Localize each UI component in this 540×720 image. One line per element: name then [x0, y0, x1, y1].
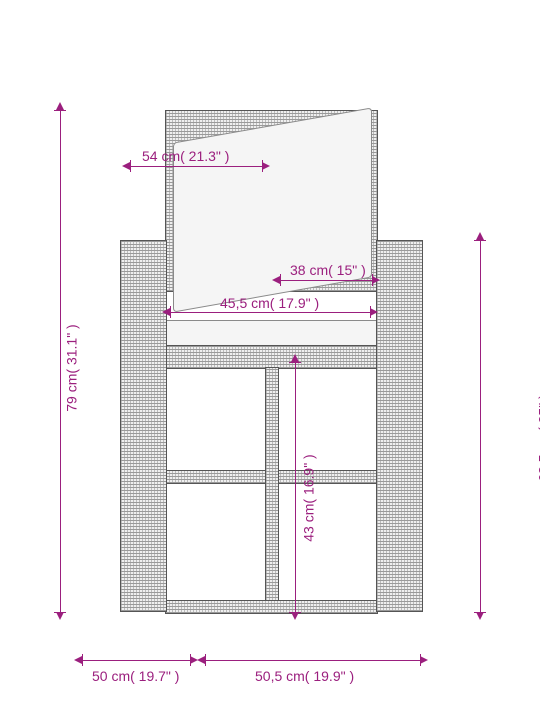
dim-seat-width: 45,5 cm( 17.9" ) — [220, 295, 319, 311]
dim-width: 50,5 cm( 19.9" ) — [255, 668, 354, 684]
dim-height-total: 79 cm( 31.1" ) — [64, 324, 80, 411]
chair-right-panel — [376, 240, 423, 612]
chair-front-rail — [165, 345, 378, 369]
chair-stile — [265, 367, 279, 614]
diagram-stage: 79 cm( 31.1" ) 63,5 cm( 25" ) 43 cm( 16.… — [0, 0, 540, 720]
dim-depth: 50 cm( 19.7" ) — [92, 668, 179, 684]
dim-back-width: 54 cm( 21.3" ) — [142, 148, 229, 164]
dim-seat-depth: 38 cm( 15" ) — [290, 262, 366, 278]
chair-left-panel — [120, 240, 167, 612]
chair-floor-rail — [165, 600, 378, 614]
dim-seat-height: 43 cm( 16.9" ) — [301, 454, 317, 541]
dim-arm-height: 63,5 cm( 25" ) — [536, 394, 540, 481]
